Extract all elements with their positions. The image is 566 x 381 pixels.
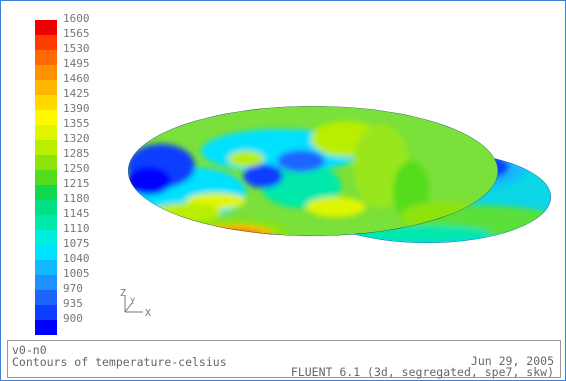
legend-tick-label: 1320	[63, 132, 90, 145]
legend-swatch	[35, 80, 57, 95]
contour-plot[interactable]	[1, 1, 566, 336]
viewport-label: v0-n0	[12, 343, 47, 357]
legend-tick-label: 1495	[63, 57, 90, 70]
legend-tick-label: 900	[63, 312, 83, 325]
legend-swatch	[35, 35, 57, 50]
legend-tick-label: 1425	[63, 87, 90, 100]
color-legend: 1600 1565 1530 1495 1460 1425 1390 1355 1320 1285…	[33, 10, 153, 335]
legend-tick-label: 1075	[63, 237, 90, 250]
left-lobe	[128, 106, 498, 236]
axis-z-label: Z	[120, 288, 126, 299]
solver-label: FLUENT 6.1 (3d, segregated, spe7, skw)	[290, 365, 554, 379]
info-box: v0-n0 Contours of temperature-celsius Ju…	[7, 340, 561, 378]
legend-tick-label: 1530	[63, 42, 90, 55]
legend-swatch	[35, 200, 57, 215]
legend-tick-label: 935	[63, 297, 83, 310]
axis-x-label: X	[145, 308, 151, 319]
legend-tick-label: 1180	[63, 192, 90, 205]
legend-tick-label: 1460	[63, 72, 90, 85]
legend-swatch	[35, 215, 57, 230]
legend-tick-label: 1215	[63, 177, 90, 190]
legend-tick-label: 1145	[63, 207, 90, 220]
legend-tick-label: 1005	[63, 267, 90, 280]
legend-swatch	[35, 305, 57, 320]
legend-swatch	[35, 170, 57, 185]
axis-triad: Z Y X	[120, 288, 151, 319]
legend-tick-label: 1565	[63, 27, 90, 40]
legend-tick-label: 1285	[63, 147, 90, 160]
legend-tick-label: 1390	[63, 102, 90, 115]
legend-swatch	[35, 20, 57, 35]
axis-y-label: Y	[130, 297, 136, 307]
legend-tick-label: 970	[63, 282, 83, 295]
legend-swatch	[35, 290, 57, 305]
legend-swatch	[35, 50, 57, 65]
legend-swatch	[35, 275, 57, 290]
legend-swatch	[35, 155, 57, 170]
legend-tick-label: 1355	[63, 117, 90, 130]
date-label: Jun 29, 2005	[470, 354, 554, 368]
legend-swatch	[35, 125, 57, 140]
legend-swatch	[35, 230, 57, 245]
legend-swatch	[35, 110, 57, 125]
plot-title: Contours of temperature-celsius	[12, 355, 227, 369]
legend-swatch	[35, 185, 57, 200]
legend-swatch	[35, 65, 57, 80]
legend-tick-label: 1250	[63, 162, 90, 175]
legend-tick-label: 1040	[63, 252, 90, 265]
legend-swatch	[35, 95, 57, 110]
legend-tick-label: 1600	[63, 12, 90, 25]
legend-swatch	[35, 245, 57, 260]
legend-swatch	[35, 140, 57, 155]
legend-tick-label: 1110	[63, 222, 90, 235]
legend-swatch	[35, 320, 57, 335]
legend-swatch	[35, 260, 57, 275]
